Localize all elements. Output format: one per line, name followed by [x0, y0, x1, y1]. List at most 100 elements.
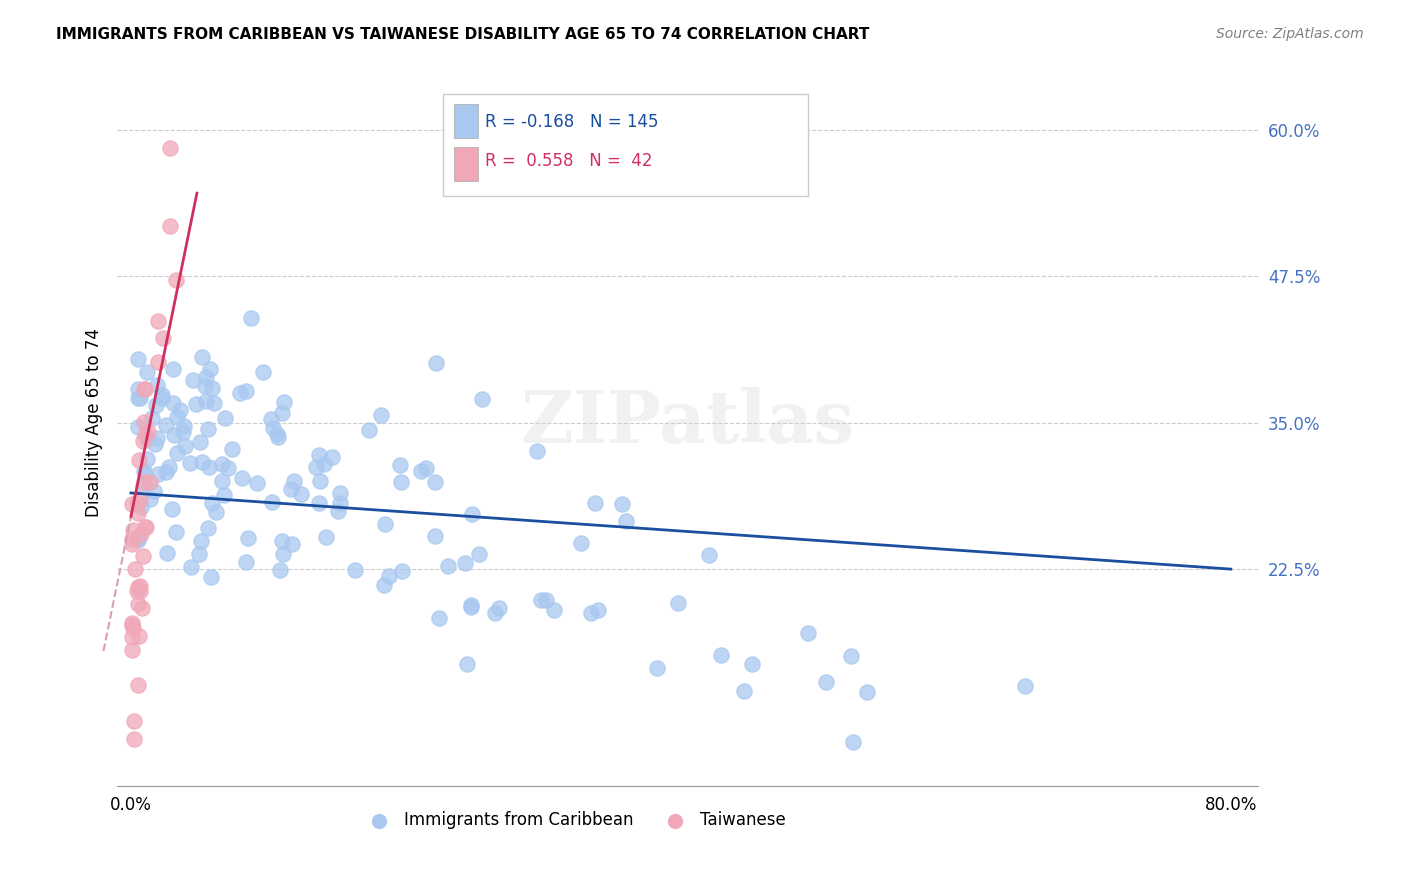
Point [614, 514, 637, 528]
Point [741, 657, 763, 671]
Point [122, 714, 145, 728]
Point [269, 562, 291, 576]
Point [197, 460, 219, 475]
Point [267, 430, 290, 444]
Point [471, 392, 494, 407]
Point [139, 475, 162, 489]
Point [235, 384, 257, 399]
Point [155, 417, 177, 432]
Point [343, 563, 366, 577]
Point [134, 467, 156, 482]
Point [121, 615, 143, 630]
Point [270, 534, 292, 549]
Y-axis label: Disability Age 65 to 74: Disability Age 65 to 74 [86, 328, 103, 517]
Point [308, 449, 330, 463]
Point [326, 504, 349, 518]
Point [166, 410, 188, 425]
Point [460, 600, 482, 615]
Text: R =  0.558   N =  42: R = 0.558 N = 42 [485, 152, 652, 169]
Point [127, 382, 149, 396]
Point [391, 564, 413, 578]
Point [194, 379, 217, 393]
Point [145, 398, 167, 412]
Point [155, 466, 177, 480]
Point [201, 381, 224, 395]
Point [201, 496, 224, 510]
Point [159, 219, 181, 233]
Point [159, 141, 181, 155]
Point [214, 410, 236, 425]
Point [135, 365, 157, 379]
Point [127, 391, 149, 405]
Point [423, 475, 446, 490]
Point [194, 393, 217, 408]
Point [134, 428, 156, 442]
Point [134, 382, 156, 396]
Point [197, 521, 219, 535]
Point [415, 460, 437, 475]
Point [460, 598, 482, 612]
Point [815, 675, 838, 690]
Point [128, 453, 150, 467]
Point [283, 474, 305, 488]
Point [146, 355, 169, 369]
Point [273, 395, 295, 409]
Point [169, 403, 191, 417]
Point [127, 506, 149, 520]
Point [235, 555, 257, 569]
Point [179, 456, 201, 470]
Point [468, 548, 491, 562]
Point [129, 491, 152, 506]
Point [127, 533, 149, 547]
Point [127, 678, 149, 692]
Point [121, 618, 143, 632]
Point [124, 562, 146, 576]
Point [180, 560, 202, 574]
Point [188, 434, 211, 449]
Point [121, 532, 143, 546]
Point [129, 500, 152, 514]
Point [797, 626, 820, 640]
Point [217, 461, 239, 475]
Point [136, 425, 159, 440]
Point [129, 391, 152, 405]
Point [165, 273, 187, 287]
Point [172, 425, 194, 440]
Point [146, 378, 169, 392]
Point [121, 537, 143, 551]
Point [569, 536, 592, 550]
Point [281, 537, 304, 551]
Point [127, 420, 149, 434]
Point [205, 504, 228, 518]
Point [197, 422, 219, 436]
Point [128, 579, 150, 593]
Point [425, 529, 447, 543]
Point [374, 516, 396, 531]
Point [156, 546, 179, 560]
Point [312, 458, 335, 472]
Point [583, 495, 606, 509]
Point [437, 559, 460, 574]
Point [389, 458, 412, 472]
Point [239, 311, 262, 326]
Point [370, 408, 392, 422]
Point [141, 410, 163, 425]
Point [181, 373, 204, 387]
Point [699, 549, 721, 563]
Point [127, 583, 149, 598]
Point [198, 361, 221, 376]
Point [136, 432, 159, 446]
Point [146, 467, 169, 481]
Point [236, 531, 259, 545]
Point [150, 388, 173, 402]
Point [165, 524, 187, 539]
Point [139, 492, 162, 507]
Point [146, 431, 169, 445]
Point [427, 611, 450, 625]
Point [173, 439, 195, 453]
Point [305, 460, 328, 475]
Point [121, 621, 143, 635]
Point [121, 497, 143, 511]
Point [173, 418, 195, 433]
Point [191, 455, 214, 469]
